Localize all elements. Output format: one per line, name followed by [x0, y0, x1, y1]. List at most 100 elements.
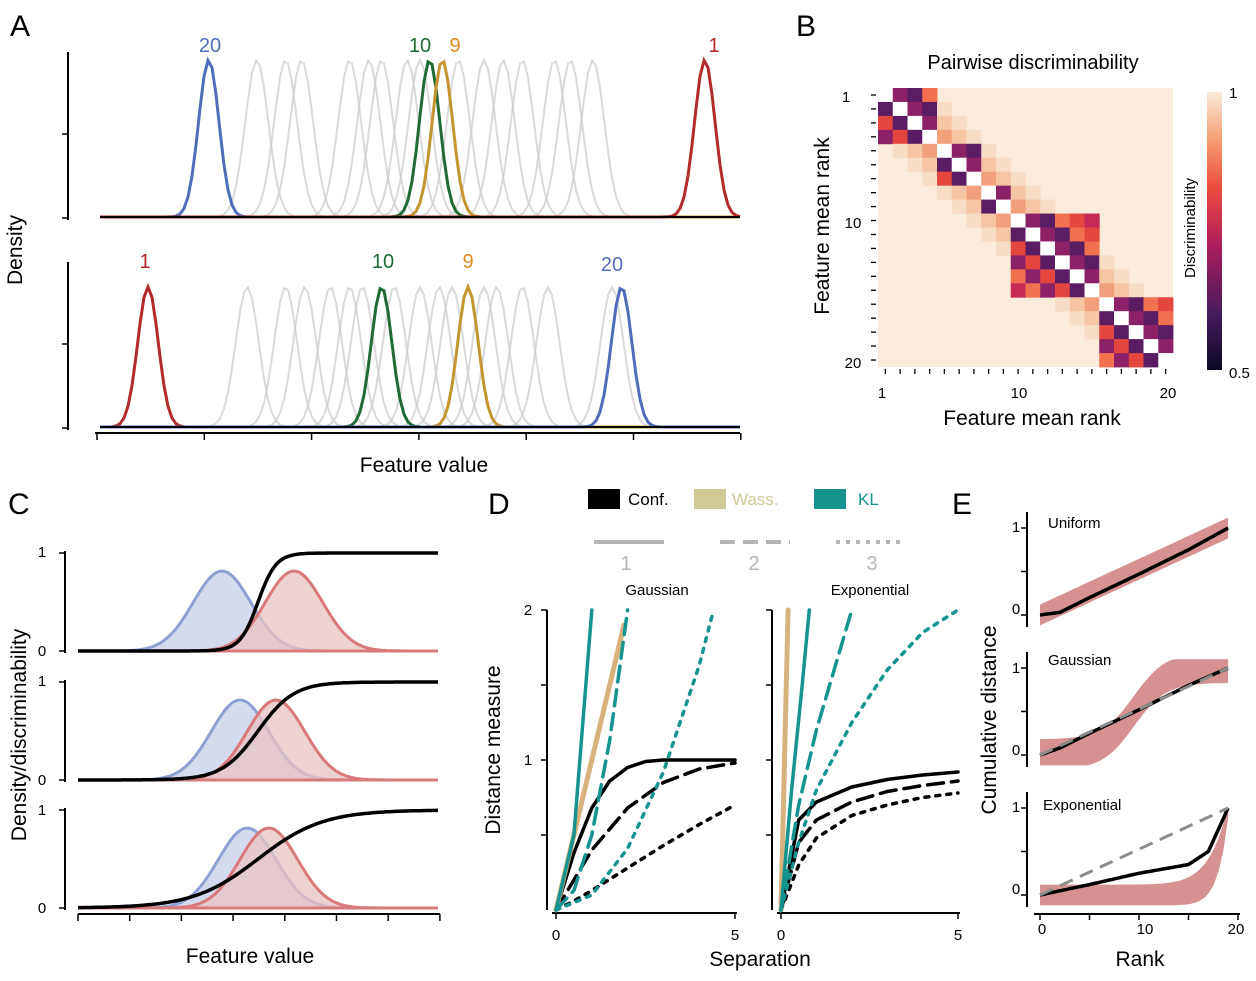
- x-ticks: [96, 433, 742, 440]
- heatmap-cell: [922, 171, 938, 187]
- d-series-conf-1: [779, 770, 960, 912]
- heatmap-cell-diagonal: [1025, 227, 1041, 242]
- panel-a-top-axes: [62, 52, 69, 220]
- heatmap-cell: [996, 227, 1012, 242]
- heatmap-cell: [996, 185, 1012, 200]
- heatmap-cell-diagonal: [1084, 283, 1100, 298]
- heatmap-cell: [922, 101, 938, 117]
- heatmap-cell: [1143, 353, 1159, 368]
- panel-a-top: 20 10 9 1: [62, 35, 741, 220]
- heatmap-cell: [981, 157, 997, 173]
- heatmap-cell: [1099, 269, 1115, 284]
- c-discriminability-curve: [78, 551, 438, 653]
- heatmap-cell: [1025, 199, 1041, 214]
- heatmap-cell: [966, 213, 982, 228]
- ghost-distribution: [100, 286, 740, 428]
- heatmap-cell: [1069, 227, 1085, 242]
- heatmap-cell: [1099, 353, 1115, 368]
- heatmap-cell: [907, 157, 923, 173]
- panel-e-plots: [1021, 512, 1240, 920]
- heatmap-cell: [1084, 241, 1100, 256]
- heatmap-cell: [1010, 241, 1026, 256]
- d-ytick-2: 2: [524, 602, 532, 619]
- heatmap-cell: [1069, 297, 1085, 312]
- heatmap-cell: [981, 213, 997, 228]
- heatmap-cell: [1055, 269, 1071, 284]
- e-xtick-10: 10: [1137, 921, 1154, 938]
- heatmap-cell: [1055, 241, 1071, 256]
- heatmap-cell: [951, 115, 967, 131]
- ghost-distribution: [100, 284, 740, 428]
- heatmap-xtick-10: 10: [1011, 385, 1028, 402]
- heatmap-cell: [951, 129, 967, 145]
- panel-a-bottom-curves: [100, 282, 740, 429]
- heatmap-cell: [1114, 283, 1130, 298]
- d-series-kl-2: [554, 608, 630, 912]
- heatmap-xlabel: Feature mean rank: [943, 407, 1121, 430]
- heatmap-cell: [951, 171, 967, 187]
- heatmap-cell: [1114, 325, 1130, 340]
- dist-label-1: 1: [708, 35, 719, 57]
- heatmap-cell: [922, 88, 938, 103]
- heatmap-cell: [1114, 339, 1130, 354]
- heatmap-cell: [951, 185, 967, 200]
- panel-c-plots: [59, 551, 441, 921]
- e-row3-ytick-0: 0: [1012, 881, 1020, 898]
- heatmap-cell-diagonal: [907, 115, 923, 131]
- c-red-distribution: [78, 698, 438, 782]
- distribution-1: [100, 282, 740, 429]
- heatmap-cell: [878, 101, 894, 117]
- heatmap-cell-diagonal: [1143, 339, 1159, 354]
- heatmap-cell: [937, 157, 953, 173]
- e-row2-ytick-0: 0: [1012, 742, 1020, 759]
- heatmap-cell: [892, 143, 908, 159]
- heatmap-cell-diagonal: [1040, 241, 1056, 256]
- c-discriminability-curve: [78, 808, 438, 910]
- heatmap-cell: [907, 143, 923, 159]
- c-discriminability-curve: [78, 680, 438, 782]
- legend-style-2: 2: [748, 553, 759, 575]
- heatmap-cell: [951, 143, 967, 159]
- heatmap-cell: [1099, 325, 1115, 340]
- heatmap-cell: [892, 129, 908, 145]
- dist-label-10: 10: [409, 35, 431, 57]
- panel-e-letter: E: [952, 488, 972, 521]
- ghost-distribution: [100, 286, 740, 428]
- heatmap-cell-diagonal: [1069, 269, 1085, 284]
- heatmap-cell: [1010, 227, 1026, 242]
- c-row3-ytick-0: 0: [38, 900, 46, 917]
- e-row1-ytick-0: 0: [1012, 601, 1020, 618]
- heatmap-cell: [981, 227, 997, 242]
- colorbar-min: 0.5: [1229, 365, 1250, 382]
- panel-d-plots: [541, 607, 960, 919]
- d-series-conf-1: [554, 758, 737, 912]
- panel-a-xlabel: Feature value: [360, 454, 488, 477]
- panel-c-ylabel: Density/discriminability: [8, 628, 31, 841]
- heatmap-cell: [1114, 353, 1130, 368]
- legend-label-conf: Conf.: [628, 490, 669, 509]
- e-row2-ytick-1: 1: [1012, 660, 1020, 677]
- heatmap-cell: [1055, 297, 1071, 312]
- heatmap-cell: [1128, 353, 1144, 368]
- panel-e-xlabel: Rank: [1115, 948, 1165, 971]
- panel-c-letter: C: [8, 488, 30, 521]
- ghost-distribution: [100, 286, 740, 428]
- panel-a-top-curves: [100, 56, 741, 219]
- panel-d-xlabel: Separation: [709, 948, 811, 971]
- heatmap-cell: [951, 199, 967, 214]
- heatmap-cell: [907, 88, 923, 103]
- c-red-distribution: [78, 826, 438, 910]
- legend-swatch-kl: [814, 489, 846, 509]
- ghost-distribution: [100, 284, 740, 428]
- heatmap-cell-diagonal: [966, 171, 982, 187]
- panel-a-bottom-axes: [62, 262, 742, 440]
- heatmap-cell: [1040, 213, 1056, 228]
- heatmap-cell: [878, 129, 894, 145]
- c-row1-ytick-0: 0: [38, 643, 46, 660]
- heatmap-cell: [1084, 325, 1100, 340]
- d-series-conf-3: [554, 803, 737, 912]
- heatmap-ytick-1: 1: [842, 89, 850, 106]
- heatmap-cell-diagonal: [996, 199, 1012, 214]
- panel-d-letter: D: [488, 488, 510, 521]
